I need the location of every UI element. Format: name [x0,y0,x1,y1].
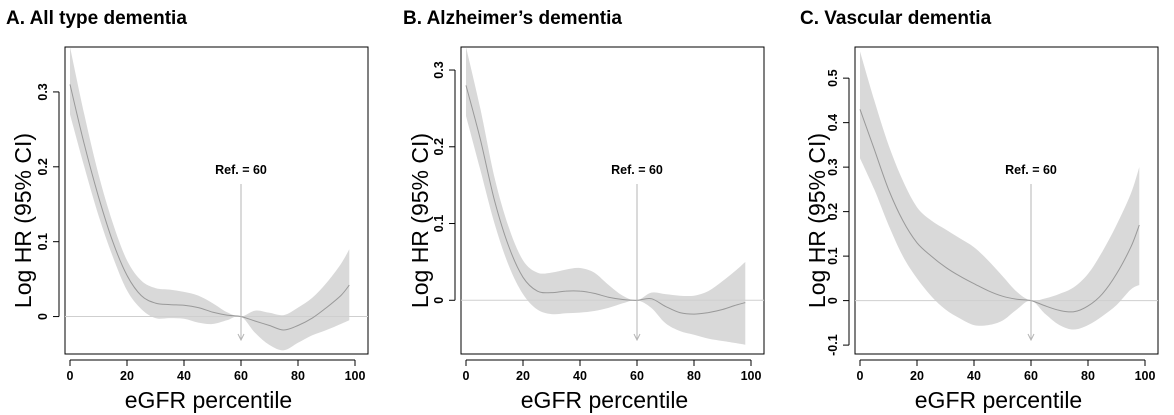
y-axis-label: Log HR (95% CI) [407,133,433,308]
x-tick-label: 20 [516,369,530,383]
y-tick-label: 0.2 [36,158,50,175]
y-tick-label: 0.4 [826,114,840,131]
y-tick-label: 0.1 [36,233,50,250]
plot-frame [64,46,369,355]
x-tick-label: 60 [1024,369,1038,383]
x-tick-label: 20 [910,369,924,383]
x-axis-label: eGFR percentile [915,387,1082,413]
ref-arrow-head [237,333,245,342]
y-tick-label: 0.3 [432,61,446,78]
y-axis-label: Log HR (95% CI) [10,133,36,308]
y-axis-label: Log HR (95% CI) [804,133,830,308]
estimate-line [69,84,350,331]
y-tick-label: 0 [432,297,446,304]
chart-title: C. Vascular dementia [800,8,992,29]
x-tick-label: 0 [463,369,470,383]
y-tick-label: 0.1 [432,215,446,232]
plot-frame [460,46,765,355]
y-tick-label: 0 [826,297,840,304]
plot-frame [854,46,1159,355]
x-tick-label: 80 [1081,369,1095,383]
x-tick-label: 60 [630,369,644,383]
estimate-line [859,109,1140,313]
x-axis-label: eGFR percentile [521,387,688,413]
x-tick-label: 60 [234,369,248,383]
chart-panel-b: B. Alzheimer’s dementia Ref. = 60 0 20 40 60 8… [397,0,788,415]
x-tick-label: 20 [120,369,134,383]
y-tick-label: 0.3 [826,158,840,175]
x-tick-label: 100 [1135,369,1156,383]
x-axis-label: eGFR percentile [125,387,292,413]
y-tick-label: 0.3 [36,83,50,100]
y-tick-label: 0.5 [826,69,840,86]
chart-svg-a: A. All type dementia Ref. = 60 0 20 40 60 80 10… [6,8,369,413]
chart-svg-c: C. Vascular dementia Ref. = 60 0 20 40 60 80 10… [800,8,1159,413]
ci-band [466,47,746,345]
x-tick-label: 0 [857,369,864,383]
x-tick-label: 40 [177,369,191,383]
x-tick-label: 40 [573,369,587,383]
estimate-line [465,85,746,315]
ci-band [70,47,350,351]
x-tick-label: 40 [967,369,981,383]
ref-label: Ref. = 60 [215,163,267,177]
ci-band [860,51,1140,330]
x-tick-label: 0 [67,369,74,383]
y-tick-label: 0.2 [432,138,446,155]
x-tick-label: 80 [291,369,305,383]
chart-title: A. All type dementia [6,8,187,29]
chart-panel-c: C. Vascular dementia Ref. = 60 0 20 40 60 80 10… [794,0,1174,415]
ref-arrow-head [1027,333,1035,342]
ref-label: Ref. = 60 [1005,163,1057,177]
chart-title: B. Alzheimer’s dementia [403,8,622,29]
x-tick-label: 100 [345,369,366,383]
x-tick-label: 80 [687,369,701,383]
x-tick-label: 100 [741,369,762,383]
chart-svg-b: B. Alzheimer’s dementia Ref. = 60 0 20 40 60 8… [403,8,765,413]
y-tick-label: -0.1 [826,334,840,356]
y-tick-label: 0.1 [826,247,840,264]
chart-panel-a: A. All type dementia Ref. = 60 0 20 40 60 80 10… [0,0,391,415]
y-tick-label: 0.2 [826,203,840,220]
ref-label: Ref. = 60 [611,163,663,177]
ref-arrow-head [633,333,641,342]
y-tick-label: 0 [36,313,50,320]
